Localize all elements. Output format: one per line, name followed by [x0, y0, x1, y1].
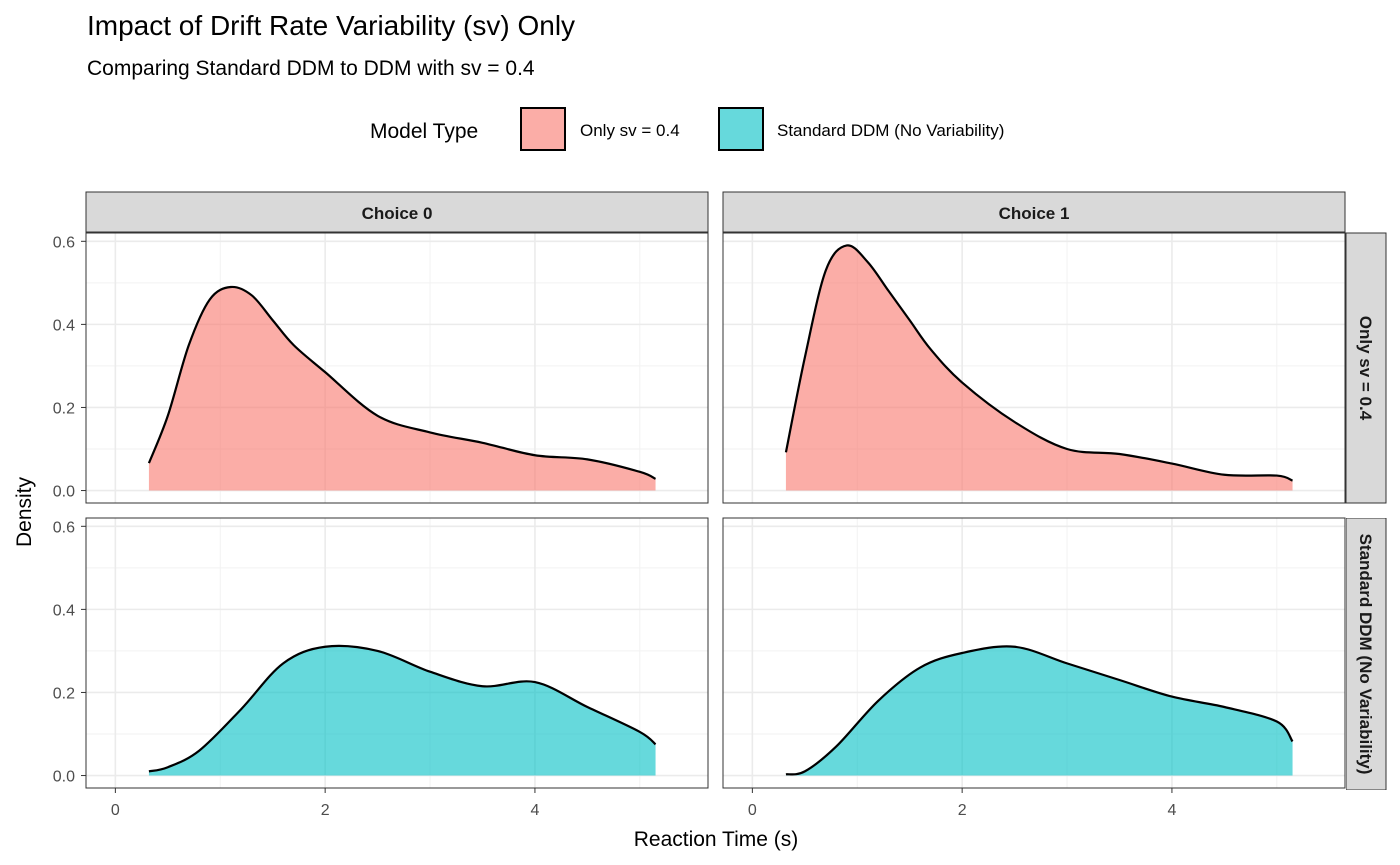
panel-choice-1-only-sv	[722, 232, 1346, 504]
chart-subtitle: Comparing Standard DDM to DDM with sv = …	[87, 57, 535, 80]
strip-row-standard-ddm	[1346, 518, 1387, 790]
panel-choice-0-only-sv	[85, 232, 709, 504]
legend-label-standard-ddm: Standard DDM (No Variability)	[777, 121, 1004, 140]
y-tick-label: 0.6	[53, 519, 75, 536]
density-area	[785, 646, 1293, 776]
y-tick-label: 0.6	[53, 234, 75, 251]
x-tick-label: 4	[530, 802, 539, 819]
panel-border	[722, 232, 1346, 504]
density-area	[785, 245, 1293, 491]
y-axis-label: Density	[13, 476, 36, 547]
legend: Model Type Only sv = 0.4 Standard DDM (N…	[370, 107, 1004, 151]
x-tick-label: 2	[321, 802, 330, 819]
chart-title: Impact of Drift Rate Variability (sv) On…	[87, 10, 575, 41]
x-tick-label: 4	[1167, 802, 1176, 819]
y-tick-label: 0.2	[53, 685, 75, 702]
legend-key-only-sv	[520, 107, 566, 151]
strip-label-choice-1: Choice 1	[999, 204, 1070, 223]
panel-border	[85, 232, 709, 504]
density-line	[784, 244, 1293, 482]
panel-border	[85, 517, 709, 789]
y-tick-label: 0.4	[53, 317, 75, 334]
density-area	[148, 645, 656, 776]
x-tick-label: 0	[111, 802, 120, 819]
y-tick-label: 0.4	[53, 602, 75, 619]
x-axis-label: Reaction Time (s)	[634, 828, 799, 851]
panel-border	[722, 517, 1346, 789]
y-tick-label: 0.0	[53, 484, 75, 501]
strip-label-only-sv: Only sv = 0.4	[1356, 316, 1375, 421]
legend-title: Model Type	[370, 120, 478, 143]
strip-choice-1	[722, 191, 1346, 233]
y-tick-label: 0.0	[53, 769, 75, 786]
strip-row-only-sv	[1345, 232, 1387, 504]
strip-choice-0	[85, 191, 709, 233]
legend-key-standard-ddm	[718, 107, 764, 151]
legend-label-only-sv: Only sv = 0.4	[580, 121, 680, 140]
x-tick-label: 0	[748, 802, 757, 819]
axes: 0.0 0.2 0.4 0.6 0.0 0.2 0.4 0.6 0 2 4 0 2 4	[53, 234, 1177, 819]
strip-label-standard-ddm: Standard DDM (No Variability)	[1356, 534, 1375, 775]
density-line	[785, 645, 1294, 776]
x-tick-label: 2	[958, 802, 967, 819]
panel-choice-1-standard-ddm	[722, 517, 1346, 789]
panel-choice-0-standard-ddm	[85, 517, 709, 789]
strip-label-choice-0: Choice 0	[362, 204, 433, 223]
density-line	[148, 644, 657, 773]
y-tick-label: 0.2	[53, 400, 75, 417]
density-line	[147, 285, 657, 480]
density-area	[148, 286, 656, 491]
